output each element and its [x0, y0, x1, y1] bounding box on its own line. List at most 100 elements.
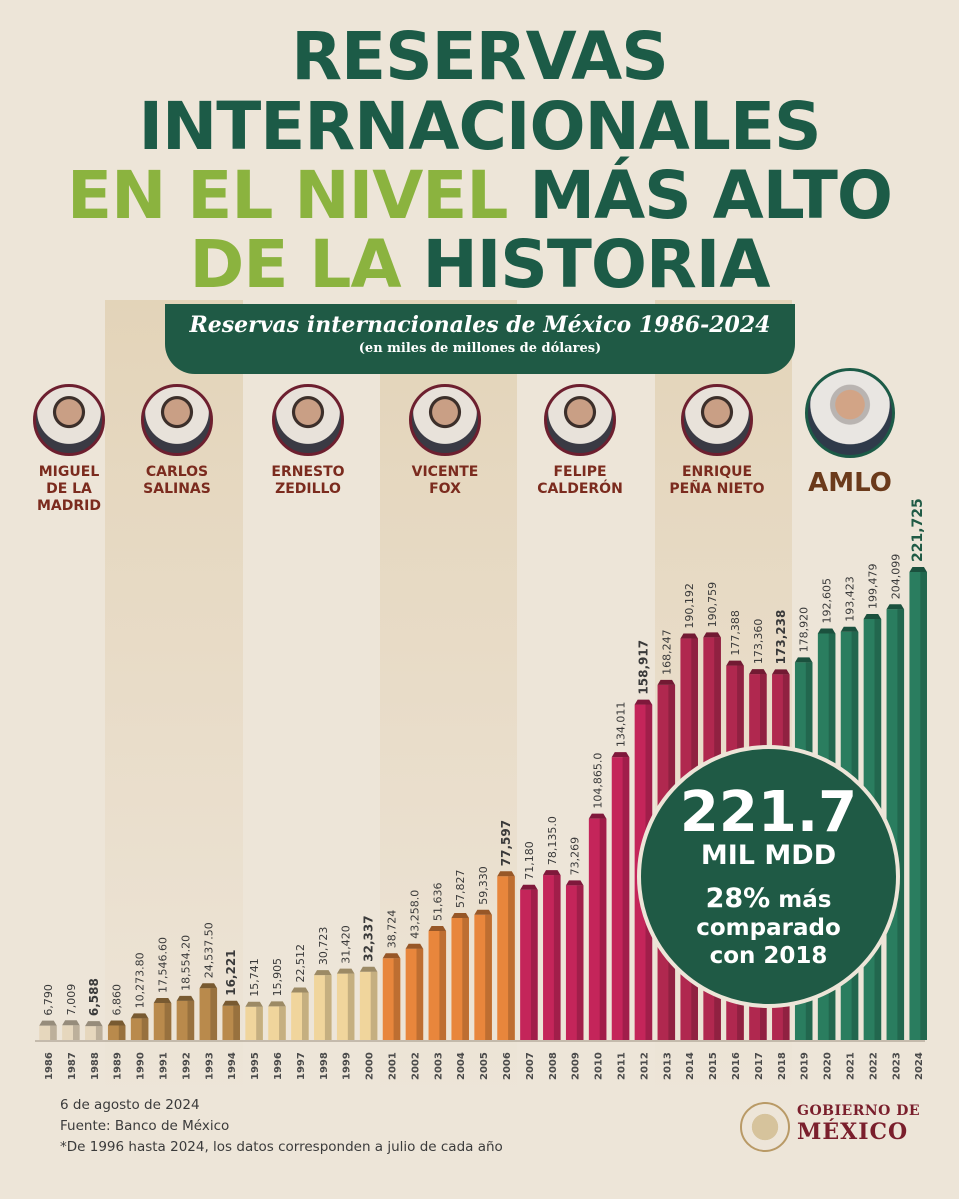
year-label: 2003 [433, 1052, 444, 1080]
bar-cap [153, 997, 172, 1003]
bar-cap [817, 628, 836, 634]
year-label: 2021 [846, 1052, 857, 1080]
bar-cap [359, 966, 378, 972]
title-line-4: DE LA HISTORIA [0, 232, 959, 298]
year-label: 2004 [456, 1052, 467, 1080]
bar-shade [95, 1026, 103, 1040]
year-label: 2024 [914, 1052, 925, 1080]
bar-shade [576, 885, 584, 1040]
year-label: 2008 [548, 1052, 559, 1080]
president-name-line: MIGUEL [38, 464, 100, 480]
bar-2008 [543, 870, 561, 1040]
year-label: 1987 [67, 1052, 78, 1080]
bar-cap [588, 813, 607, 819]
president-name-line: SALINAS [143, 481, 211, 497]
value-label: 31,420 [340, 925, 353, 964]
bar-2000 [359, 966, 378, 1040]
bar-cap [268, 1001, 286, 1007]
year-label: 2015 [708, 1052, 719, 1080]
callout-value: 221.7 [679, 780, 858, 845]
president-name-line: DE LA [46, 481, 92, 497]
president-name-line: FOX [429, 481, 461, 497]
year-label: 2016 [731, 1052, 742, 1080]
callout-line3: con 2018 [709, 943, 828, 969]
bar-1991 [153, 997, 172, 1040]
bar-2010 [588, 813, 607, 1040]
bar-cap [840, 626, 859, 632]
bar-cap [62, 1020, 80, 1026]
year-label: 1991 [159, 1052, 170, 1080]
value-label: 6,790 [42, 984, 55, 1016]
president-name: ERNESTO ZEDILLO [248, 464, 368, 498]
bar-shade [462, 917, 469, 1040]
year-label: 2002 [410, 1052, 421, 1080]
bar-2009 [565, 880, 584, 1040]
bar-1997 [291, 987, 309, 1040]
bar-shade [302, 992, 309, 1040]
year-label: 2001 [388, 1052, 399, 1080]
value-label: 73,269 [569, 837, 582, 876]
bar-shade [324, 975, 332, 1040]
president-name-line: VICENTE [411, 464, 479, 480]
president-name-line: ZEDILLO [275, 481, 341, 497]
value-label: 177,388 [729, 610, 742, 656]
bar-shade [210, 988, 218, 1040]
bar-cap [382, 953, 401, 959]
bar-cap [543, 870, 561, 876]
bar-shade [393, 958, 401, 1040]
year-label: 2018 [777, 1052, 788, 1080]
bar-1992 [176, 995, 195, 1040]
bar-shade [347, 973, 355, 1040]
president-name-line: CARLOS [145, 464, 209, 480]
year-label: 1986 [44, 1052, 55, 1080]
bar-2011 [611, 752, 630, 1040]
president-name-line: FELIPE [553, 464, 607, 480]
value-label: 22,512 [294, 944, 307, 983]
value-label: 104,865.0 [592, 753, 605, 809]
value-label: 6,588 [87, 978, 101, 1016]
president-6: ENRIQUE PEÑA NIETO [657, 384, 777, 498]
bar-cap [107, 1020, 126, 1026]
year-label: 1994 [227, 1052, 238, 1080]
footer-date: 6 de agosto de 2024 [60, 1097, 200, 1113]
bar-cap [772, 669, 790, 675]
value-label: 24,537.50 [202, 922, 215, 978]
title-line-3a: EN EL NIVEL [66, 157, 508, 234]
value-label: 190,192 [683, 583, 696, 629]
bar-cap [794, 657, 813, 663]
value-label: 204,099 [889, 554, 902, 600]
bar-cap [336, 968, 355, 974]
amlo-name: AMLO [808, 468, 892, 498]
bar-shade [553, 875, 561, 1040]
value-label: 32,337 [362, 915, 376, 961]
year-label: 1996 [273, 1052, 284, 1080]
bar-shade [187, 1000, 195, 1040]
bar-cap [520, 884, 538, 890]
value-label: 59,330 [477, 866, 490, 904]
value-label: 10,273.80 [134, 952, 147, 1008]
value-label: 199,479 [866, 563, 879, 609]
year-label: 2010 [594, 1052, 605, 1080]
bar-1987 [62, 1020, 80, 1040]
year-label: 1992 [181, 1052, 192, 1080]
logo-line-2: MÉXICO [797, 1119, 909, 1145]
president-portrait [681, 384, 753, 456]
value-label: 15,741 [248, 958, 261, 997]
value-label: 7,009 [65, 984, 78, 1016]
president-name: MIGUEL DE LA MADRID [9, 464, 129, 515]
footer-note: *De 1996 hasta 2024, los datos correspon… [60, 1139, 503, 1155]
year-label: 2019 [800, 1052, 811, 1080]
value-label: 178,920 [798, 607, 811, 653]
value-label: 193,423 [844, 576, 857, 622]
bar-cap [176, 995, 195, 1001]
president-name: ENRIQUE PEÑA NIETO [657, 464, 777, 498]
bar-shade [508, 876, 515, 1040]
value-label: 38,724 [386, 910, 399, 949]
president-name-line: ENRIQUE [681, 464, 753, 480]
value-label: 18,554.20 [179, 935, 192, 991]
year-label: 2017 [754, 1052, 765, 1080]
bar-1989 [107, 1020, 126, 1040]
callout-line2: comparado [696, 915, 841, 941]
amlo-block: AMLO [795, 368, 905, 498]
value-label: 78,135.0 [546, 816, 559, 865]
